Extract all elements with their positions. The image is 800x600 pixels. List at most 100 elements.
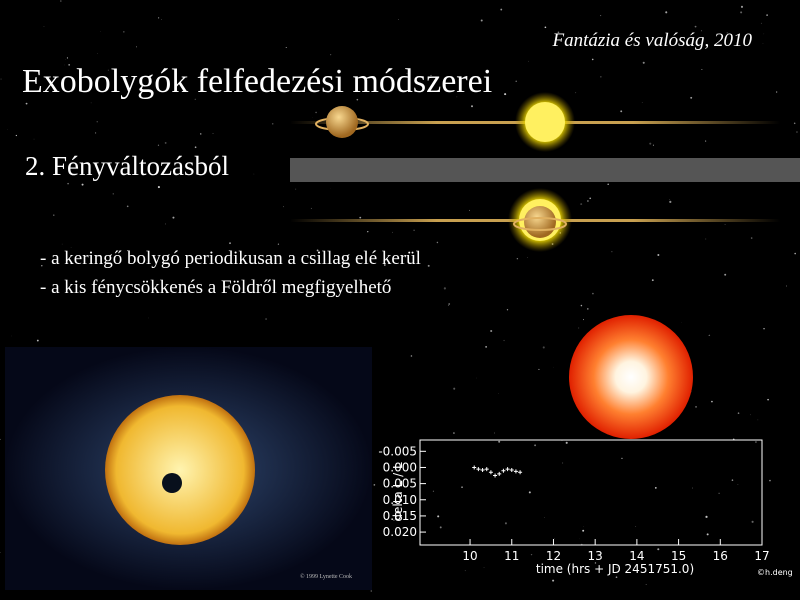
data-point	[513, 469, 518, 474]
star	[708, 335, 709, 336]
star	[461, 486, 463, 488]
star	[485, 345, 487, 348]
star	[691, 487, 693, 489]
star	[15, 134, 17, 137]
star	[157, 17, 160, 19]
star	[587, 308, 589, 310]
star	[594, 562, 597, 564]
data-point	[488, 470, 493, 475]
x-tick-label: 13	[588, 549, 603, 563]
slide-note: Fantázia és valóság, 2010	[552, 30, 753, 51]
star	[97, 53, 99, 54]
star	[126, 205, 129, 208]
star	[504, 93, 507, 96]
star	[395, 72, 396, 74]
star	[277, 243, 280, 245]
star	[68, 63, 71, 66]
star	[635, 526, 637, 527]
data-point	[509, 468, 514, 473]
x-tick-label: 12	[546, 549, 561, 563]
star	[669, 199, 671, 200]
data-point	[518, 470, 523, 475]
star	[616, 566, 618, 569]
star	[504, 522, 507, 525]
star	[654, 486, 657, 489]
star	[642, 61, 645, 64]
star	[66, 57, 69, 59]
star	[580, 304, 583, 307]
star	[359, 216, 362, 219]
star	[695, 406, 697, 408]
plot-credit: ©h.deng	[757, 568, 793, 577]
star	[33, 138, 35, 140]
slide-title: Exobolygók felfedezési módszerei	[22, 63, 492, 100]
star	[212, 133, 214, 135]
star	[165, 223, 166, 225]
star	[0, 438, 1, 441]
image-caption: © 1999 Lynette Cook	[300, 573, 352, 580]
star	[751, 520, 754, 523]
star	[157, 144, 160, 146]
star	[652, 144, 654, 146]
star	[755, 441, 757, 443]
star	[709, 334, 711, 336]
star	[102, 286, 104, 288]
star	[587, 200, 589, 202]
x-tick-label: 11	[504, 549, 519, 563]
star	[194, 98, 196, 100]
data-point	[476, 467, 481, 472]
data-point	[493, 473, 498, 478]
star	[552, 579, 555, 582]
star	[383, 264, 386, 266]
y-tick-label: 0.000	[383, 460, 417, 474]
star	[731, 479, 734, 481]
star	[645, 584, 647, 585]
star	[229, 242, 231, 245]
data-point	[472, 465, 477, 470]
star	[310, 207, 312, 209]
star	[393, 519, 395, 521]
star	[737, 412, 740, 414]
star	[767, 398, 769, 401]
star	[583, 319, 584, 321]
star	[430, 74, 432, 77]
x-tick-label: 16	[713, 549, 728, 563]
star	[705, 238, 707, 240]
star	[527, 257, 528, 258]
star	[253, 173, 255, 175]
star	[607, 183, 609, 185]
star	[70, 246, 72, 248]
star	[665, 11, 668, 14]
star	[43, 26, 45, 27]
star	[95, 132, 97, 134]
star	[506, 309, 509, 311]
star	[41, 265, 43, 267]
star	[557, 31, 560, 34]
y-axis-label: delta L / L	[391, 462, 405, 522]
star	[705, 140, 707, 142]
star	[578, 327, 580, 329]
star	[494, 432, 496, 434]
y-tick-label: 0.015	[383, 509, 417, 523]
star	[528, 491, 531, 494]
star	[53, 214, 55, 216]
star	[796, 131, 798, 133]
star	[718, 492, 720, 494]
star	[135, 46, 137, 48]
y-tick-label: 0.005	[383, 477, 417, 491]
star	[453, 432, 455, 434]
light-curve: delta L / L time (hrs + JD 2451751.0) ©h…	[378, 439, 793, 577]
star	[447, 304, 450, 306]
data-point	[484, 467, 489, 472]
star	[123, 31, 125, 33]
star	[740, 11, 743, 14]
star	[621, 457, 623, 459]
star	[690, 96, 693, 99]
star	[63, 64, 65, 66]
star	[591, 58, 594, 61]
star	[161, 19, 162, 20]
star	[757, 419, 759, 421]
star	[25, 102, 28, 105]
star	[398, 19, 399, 20]
